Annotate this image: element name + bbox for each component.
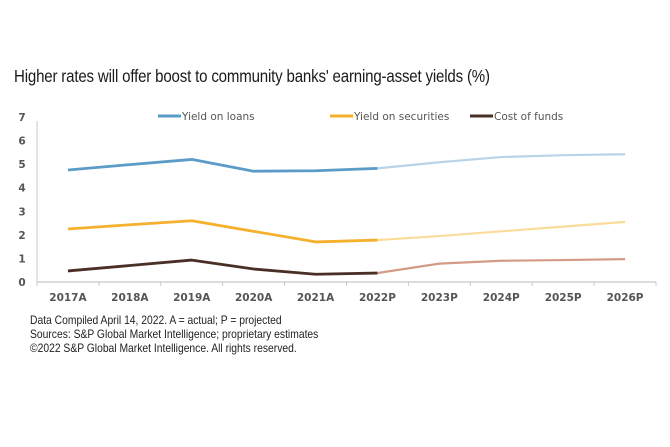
legend: Yield on loans Yield on securities Cost of… <box>158 111 563 123</box>
legend-label-yield-on-securities: Yield on securities <box>353 111 449 123</box>
legend-label-cost-of-funds: Cost of funds <box>494 111 563 123</box>
series-lines <box>67 153 626 276</box>
series-line-actual-yield-on-securities <box>67 219 378 244</box>
y-tick-label: 1 <box>18 253 25 265</box>
chart-axes <box>36 121 657 286</box>
y-tick-label: 5 <box>18 159 25 171</box>
series-line-actual-yield-on-loans <box>67 158 378 173</box>
y-tick-label: 0 <box>18 277 25 289</box>
y-axis-ticks: 0 1 2 3 4 5 6 7 <box>18 112 25 289</box>
x-tick-label: 2025P <box>545 292 582 304</box>
x-tick-label: 2022P <box>359 292 396 304</box>
footnotes: Data Compiled April 14, 2022. A = actual… <box>30 313 318 355</box>
footnote-sources: Sources: S&P Global Market Intelligence;… <box>30 327 319 341</box>
footnote-copyright: ©2022 S&P Global Market Intelligence. Al… <box>30 341 297 355</box>
x-tick-label: 2019A <box>173 292 211 304</box>
x-tick-label: 2021A <box>297 292 335 304</box>
y-tick-label: 7 <box>18 112 25 124</box>
legend-label-yield-on-loans: Yield on loans <box>181 111 255 123</box>
series-line-projected-cost-of-funds <box>377 258 626 275</box>
y-tick-label: 2 <box>18 230 25 242</box>
series-line-projected-yield-on-loans <box>377 153 626 170</box>
x-axis-ticks: 2017A 2018A 2019A 2020A 2021A 2022P 2023P 2024P… <box>49 292 644 304</box>
y-tick-label: 6 <box>18 136 25 148</box>
chart-title: Higher rates will offer boost to communi… <box>14 66 490 86</box>
x-tick-label: 2017A <box>49 292 87 304</box>
x-tick-label: 2020A <box>235 292 273 304</box>
footnote-data-compiled: Data Compiled April 14, 2022. A = actual… <box>30 313 282 327</box>
series-line-projected-yield-on-securities <box>377 220 626 242</box>
y-tick-label: 4 <box>18 183 25 195</box>
x-tick-label: 2023P <box>421 292 458 304</box>
y-tick-label: 3 <box>18 206 25 218</box>
x-tick-label: 2018A <box>111 292 149 304</box>
series-line-actual-cost-of-funds <box>67 258 378 276</box>
x-tick-label: 2024P <box>483 292 520 304</box>
x-tick-label: 2026P <box>607 292 644 304</box>
